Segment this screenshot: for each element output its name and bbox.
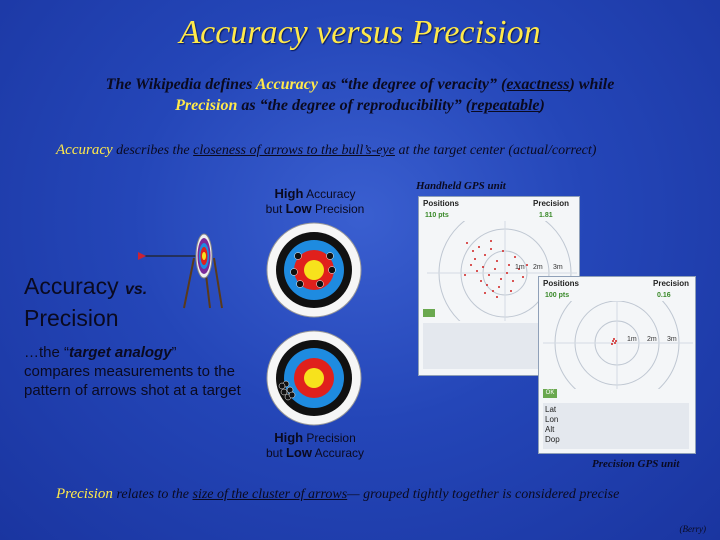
repeatable-term: repeatable: [471, 97, 540, 114]
caption-high: High: [274, 430, 304, 445]
ring-label: 1m: [627, 336, 637, 343]
caption-low: Low: [285, 445, 312, 460]
positions-label: Positions: [423, 199, 460, 208]
analogy-text: ” compares measurements to the pattern o…: [24, 344, 241, 399]
heading-precision: Precision: [24, 305, 119, 331]
target-analogy-text: …the “target analogy” compares measureme…: [24, 343, 244, 400]
ring-label: 1m: [515, 264, 525, 271]
ring-label: 2m: [647, 336, 657, 343]
analogy-emphasis: target analogy: [69, 344, 172, 361]
caption-high-precision: High Precision but Low Accuracy: [255, 430, 375, 460]
gps-precision-screen: Positions Precision 100 pts 0.16 1m 2m 3…: [538, 276, 696, 454]
precision-description: Precision relates to the size of the clu…: [56, 486, 696, 503]
heading-vs: vs.: [124, 281, 148, 298]
intro-text: as “the degree of veracity” (: [317, 76, 507, 93]
positions-label: Positions: [543, 279, 580, 288]
readout-lon: Lon: [545, 415, 559, 424]
ring-label: 3m: [667, 336, 677, 343]
pos-value: 100: [545, 292, 557, 299]
slide-title: Accuracy versus Precision: [179, 14, 541, 51]
pos-value: 110: [425, 212, 437, 219]
pos-unit: pts: [438, 212, 449, 219]
caption-text: Precision: [303, 431, 356, 445]
desc-underlined: size of the cluster of arrows: [192, 487, 348, 502]
gps-scatter-bottom: 1m 2m 3m: [543, 301, 693, 389]
gps-bottom-label: Precision GPS unit: [592, 458, 680, 470]
precision-term: Precision: [56, 486, 113, 502]
desc-text: at the target center (actual/correct): [394, 143, 597, 158]
readout-alt: Alt: [545, 425, 555, 434]
ok-button[interactable]: OK: [543, 389, 557, 398]
accuracy-term: Accuracy: [255, 76, 318, 93]
intro-text: The Wikipedia defines: [105, 76, 256, 93]
ring-label: 2m: [533, 264, 543, 271]
caption-text: but: [265, 202, 286, 216]
readout-lat: Lat: [545, 405, 557, 414]
archery-easel-icon: [138, 233, 223, 309]
intro-text: ) while: [569, 76, 615, 93]
author-credit: (Berry): [679, 524, 707, 534]
pos-unit: pts: [558, 292, 570, 299]
heading-accuracy: Accuracy: [24, 273, 125, 299]
caption-text: Accuracy: [311, 446, 365, 460]
intro-text: ): [539, 97, 545, 114]
gps-top-label: Handheld GPS unit: [416, 180, 506, 192]
accuracy-term: Accuracy: [56, 142, 113, 158]
intro-text: as “the degree of reproducibility” (: [237, 97, 472, 114]
accuracy-description: Accuracy describes the closeness of arro…: [56, 142, 696, 159]
desc-text: — grouped tightly together is considered…: [347, 487, 620, 502]
accuracy-vs-precision-heading: Accuracy vs. Precision: [24, 272, 147, 332]
caption-text: Precision: [311, 202, 365, 216]
intro-definition: The Wikipedia defines Accuracy as “the d…: [40, 74, 680, 116]
exactness-term: exactness: [506, 76, 570, 93]
positions-value: 110 pts: [425, 212, 449, 219]
caption-high: High: [274, 186, 304, 201]
precision-label: Precision: [533, 199, 570, 208]
caption-text: Accuracy: [303, 187, 356, 201]
caption-high-accuracy: High Accuracy but Low Precision: [255, 186, 375, 216]
gps-scatter-top: 1m 2m 3m: [427, 221, 577, 321]
gps-readout-bottom: Lat Lon Alt Dop: [543, 403, 689, 449]
desc-text: relates to the: [112, 487, 193, 502]
ring-label: 3m: [553, 264, 563, 271]
ok-button[interactable]: [423, 309, 435, 317]
precision-label: Precision: [653, 279, 690, 288]
desc-underlined: closeness of arrows to the bull’s-eye: [193, 143, 395, 158]
analogy-text: …the “: [24, 344, 70, 361]
desc-text: describes the: [112, 143, 194, 158]
precision-term: Precision: [175, 97, 238, 114]
target-high-precision: [266, 330, 362, 426]
readout-dop: Dop: [545, 435, 560, 444]
positions-value: 100 pts: [545, 292, 569, 299]
caption-text: but: [265, 446, 286, 460]
caption-low: Low: [285, 201, 312, 216]
precision-value: 0.16: [657, 292, 671, 299]
precision-value: 1.81: [539, 212, 553, 219]
target-high-accuracy: [266, 222, 362, 318]
